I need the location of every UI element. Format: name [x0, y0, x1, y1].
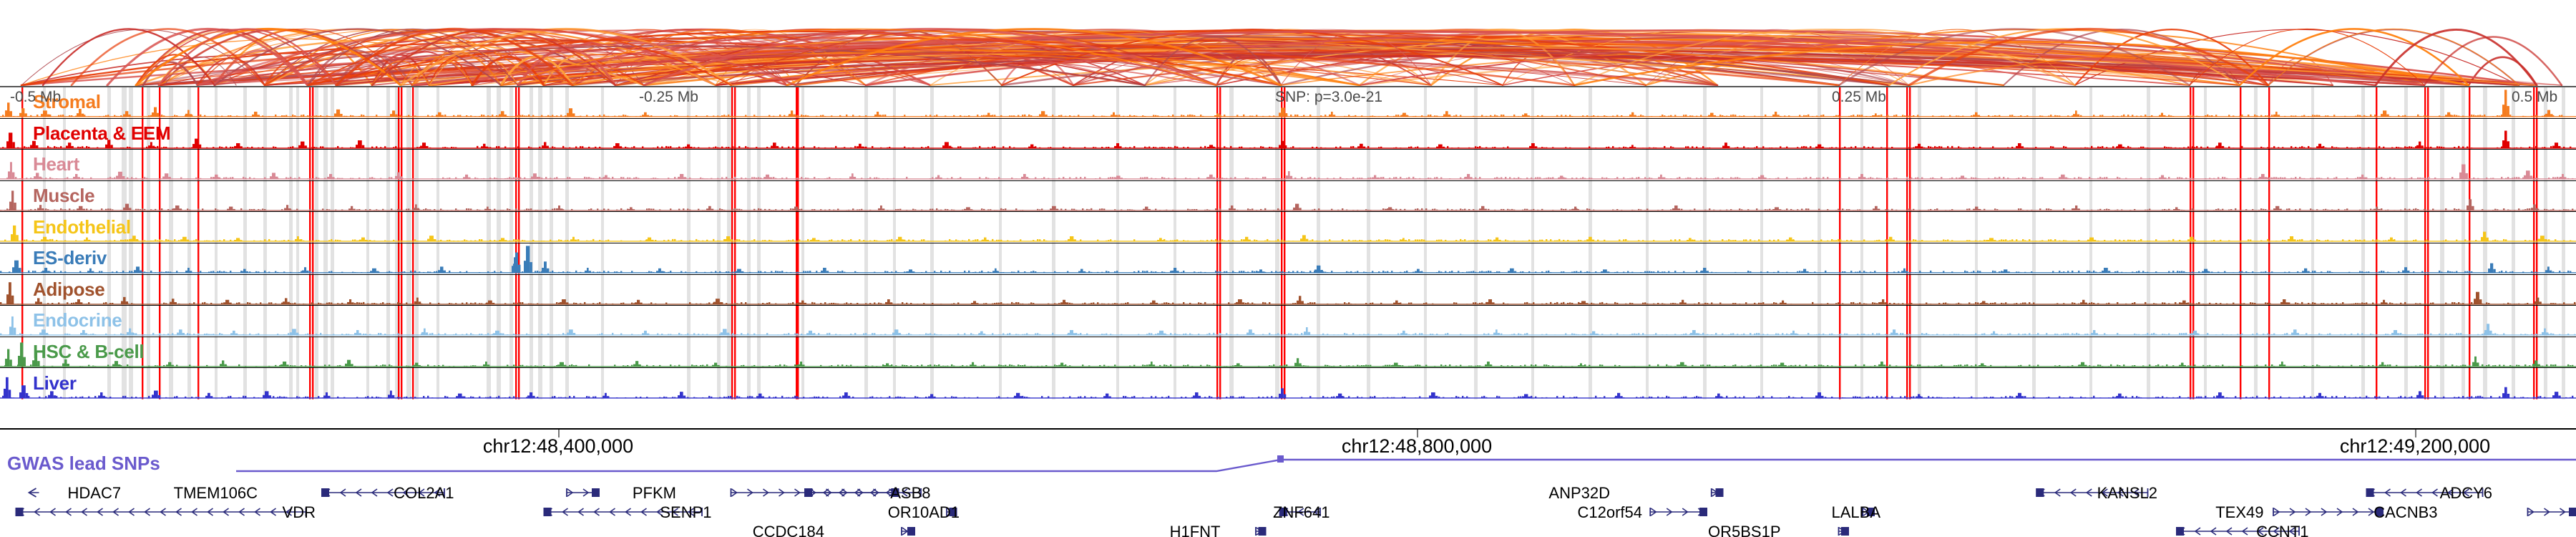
coordinate-tick-0 — [558, 430, 560, 437]
gene-label-hdac7[interactable]: HDAC7 — [68, 484, 122, 502]
gene-label-tex49[interactable]: TEX49 — [2215, 503, 2263, 521]
signal-track-stack: Stromal Placenta & EEM Heart Muscle Endothel… — [0, 86, 2576, 430]
track-marker-overlay — [21, 306, 2565, 337]
gene-annotation-track: HDAC7 TMEM106C COL2A1 PFKM ASB8 ANP32D KANSL2 A… — [0, 477, 2576, 537]
coordinate-label-0: chr12:48,400,000 — [482, 435, 634, 457]
gene-label-or10ad1[interactable]: OR10AD1 — [888, 503, 960, 521]
signal-waveform-liver — [0, 377, 2576, 399]
track-marker-overlay — [21, 243, 2565, 274]
signal-waveform-muscle — [0, 190, 2576, 211]
gene-label-cacnb3[interactable]: CACNB3 — [2373, 503, 2437, 521]
track-marker-overlay — [21, 368, 2565, 400]
gene-label-pfkm[interactable]: PFKM — [633, 484, 676, 502]
signal-track-adipose: Adipose — [0, 274, 2576, 306]
axis-tick-label-1: -0.25 Mb — [639, 89, 698, 105]
signal-waveform-es-deriv — [0, 246, 2576, 274]
signal-track-hsc-bcell: HSC & B-cell — [0, 337, 2576, 369]
gene-label-col2a1[interactable]: COL2A1 — [394, 484, 454, 502]
gwas-svg — [236, 455, 2576, 473]
gene-label-c12orf54[interactable]: C12orf54 — [1577, 503, 1642, 521]
track-marker-overlay — [21, 118, 2565, 150]
track-marker-overlay — [21, 274, 2565, 306]
coordinate-label-2: chr12:49,200,000 — [2339, 435, 2491, 457]
gene-svg: HDAC7 TMEM106C COL2A1 PFKM ASB8 ANP32D KANSL2 A… — [15, 484, 2576, 537]
gene-label-kansl2[interactable]: KANSL2 — [2097, 484, 2157, 502]
coordinate-axis: chr12:48,400,000 chr12:48,800,000 chr12:49… — [0, 430, 2576, 457]
gene-label-vdr[interactable]: VDR — [283, 503, 316, 521]
gene-label-znf641[interactable]: ZNF641 — [1273, 503, 1330, 521]
signal-track-liver: Liver — [0, 368, 2576, 400]
gene-label-ccnt1[interactable]: CCNT1 — [2256, 523, 2308, 537]
axis-tick-label-0: -0.5 Mb — [10, 89, 62, 105]
signal-track-heart: Heart — [0, 150, 2576, 181]
gene-label-tmem106c[interactable]: TMEM106C — [174, 484, 258, 502]
arc-svg — [20, 27, 2563, 86]
chromatin-interaction-arc-panel — [0, 0, 2576, 86]
signal-track-endocrine: Endocrine — [0, 306, 2576, 337]
track-marker-overlay — [21, 212, 2565, 243]
axis-tick-label-3: 0.5 Mb — [2512, 89, 2558, 105]
gwas-lead-snps-track: GWAS lead SNPs — [0, 453, 2576, 477]
coordinate-tick-2 — [2415, 430, 2416, 437]
signal-waveform-adipose — [0, 281, 2576, 305]
gene-label-asb8[interactable]: ASB8 — [890, 484, 930, 502]
signal-waveform-hsc-bcell — [0, 342, 2576, 367]
coordinate-label-1: chr12:48,800,000 — [1341, 435, 1493, 457]
signal-waveform-endothelial — [0, 226, 2576, 243]
gene-label-ccdc184[interactable]: CCDC184 — [753, 523, 824, 537]
track-marker-overlay — [21, 150, 2565, 180]
gwas-track-label: GWAS lead SNPs — [7, 453, 160, 474]
axis-tick-label-2: 0.25 Mb — [1832, 89, 1886, 105]
gene-label-anp32d[interactable]: ANP32D — [1548, 484, 1610, 502]
gene-label-adcy6[interactable]: ADCY6 — [2440, 484, 2492, 502]
gene-label-or5bs1p[interactable]: OR5BS1P — [1708, 523, 1781, 537]
signal-track-stromal: Stromal — [0, 87, 2576, 119]
signal-waveform-placenta-eem — [0, 130, 2576, 149]
snp-pvalue-annotation: SNP: p=3.0e-21 — [1275, 89, 1383, 105]
coordinate-tick-1 — [1417, 430, 1418, 437]
signal-track-endothelial: Endothelial — [0, 212, 2576, 243]
gene-label-h1fnt[interactable]: H1FNT — [1170, 523, 1221, 537]
signal-waveform-endocrine — [0, 316, 2576, 336]
signal-track-muscle: Muscle — [0, 180, 2576, 213]
track-marker-overlay — [21, 180, 2565, 212]
track-marker-overlay — [21, 337, 2565, 368]
gene-label-senp1[interactable]: SENP1 — [660, 503, 711, 521]
track-marker-overlay — [21, 87, 2565, 118]
signal-track-es-deriv: ES-deriv — [0, 243, 2576, 275]
signal-waveform-stromal — [0, 90, 2576, 117]
gene-label-lalba[interactable]: LALBA — [1832, 503, 1881, 521]
signal-waveform-heart — [0, 162, 2576, 180]
signal-track-placenta-eem: Placenta & EEM — [0, 118, 2576, 150]
